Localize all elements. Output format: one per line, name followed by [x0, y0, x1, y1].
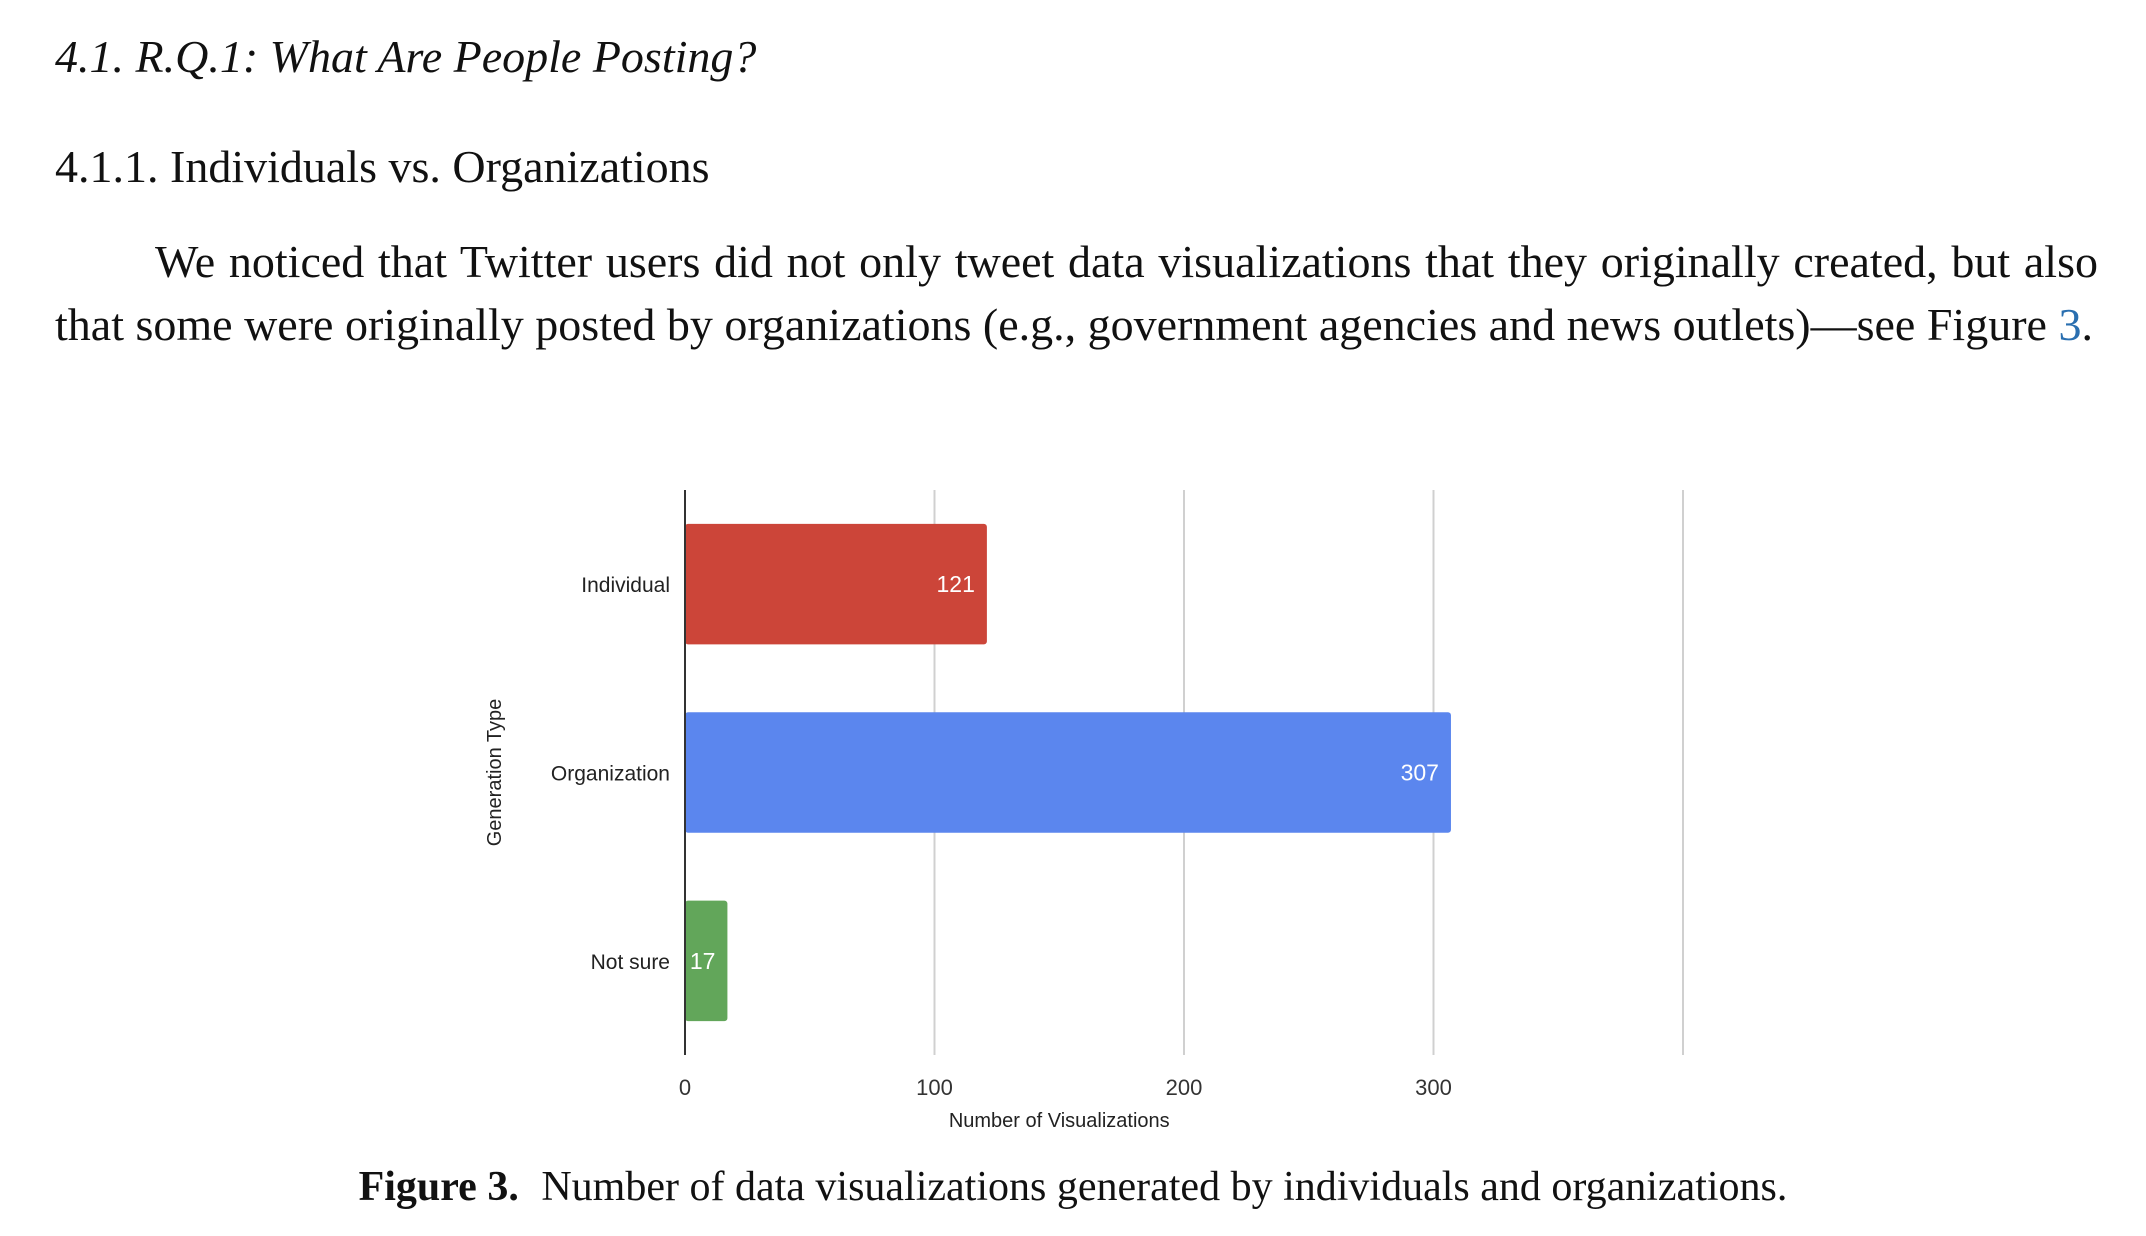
- figure-caption: Figure 3. Number of data visualizations …: [0, 1163, 2146, 1211]
- paragraph-end: .: [2081, 299, 2093, 350]
- y-category-label: Individual: [581, 574, 670, 597]
- x-tick-label: 0: [679, 1075, 691, 1100]
- bar-chart: 0 100 200 300 Individual 121 Organization 307 No…: [484, 490, 1684, 1132]
- figure-label: Figure 3.: [358, 1164, 519, 1210]
- figure-reference-link[interactable]: 3: [2058, 299, 2082, 350]
- labels: 0 100 200 300 Individual 121 Organization 307 No…: [484, 571, 1452, 1132]
- bar-individual: [685, 523, 987, 645]
- y-category-label: Organization: [551, 763, 670, 786]
- bar-value-label: 121: [937, 571, 975, 597]
- bar-value-label: 307: [1401, 760, 1439, 786]
- paragraph-text: We noticed that Twitter users did not on…: [55, 236, 2098, 350]
- body-paragraph: We noticed that Twitter users did not on…: [55, 230, 2098, 356]
- figure-caption-text: Number of data visualizations generated …: [541, 1164, 1788, 1210]
- x-tick-label: 100: [916, 1075, 953, 1100]
- subsection-title: 4.1.1. Individuals vs. Organizations: [55, 141, 710, 192]
- x-tick-label: 300: [1415, 1075, 1452, 1100]
- bar-organization: [685, 712, 1451, 833]
- section-title: 4.1. R.Q.1: What Are People Posting?: [55, 31, 757, 82]
- y-category-label: Not sure: [591, 951, 670, 974]
- bar-not-sure: [685, 900, 728, 1022]
- x-tick-label: 200: [1166, 1075, 1203, 1100]
- x-axis-title: Number of Visualizations: [949, 1110, 1170, 1132]
- bars: [685, 523, 1451, 1022]
- bar-value-label: 17: [690, 948, 716, 974]
- y-axis-title: Generation Type: [484, 699, 506, 847]
